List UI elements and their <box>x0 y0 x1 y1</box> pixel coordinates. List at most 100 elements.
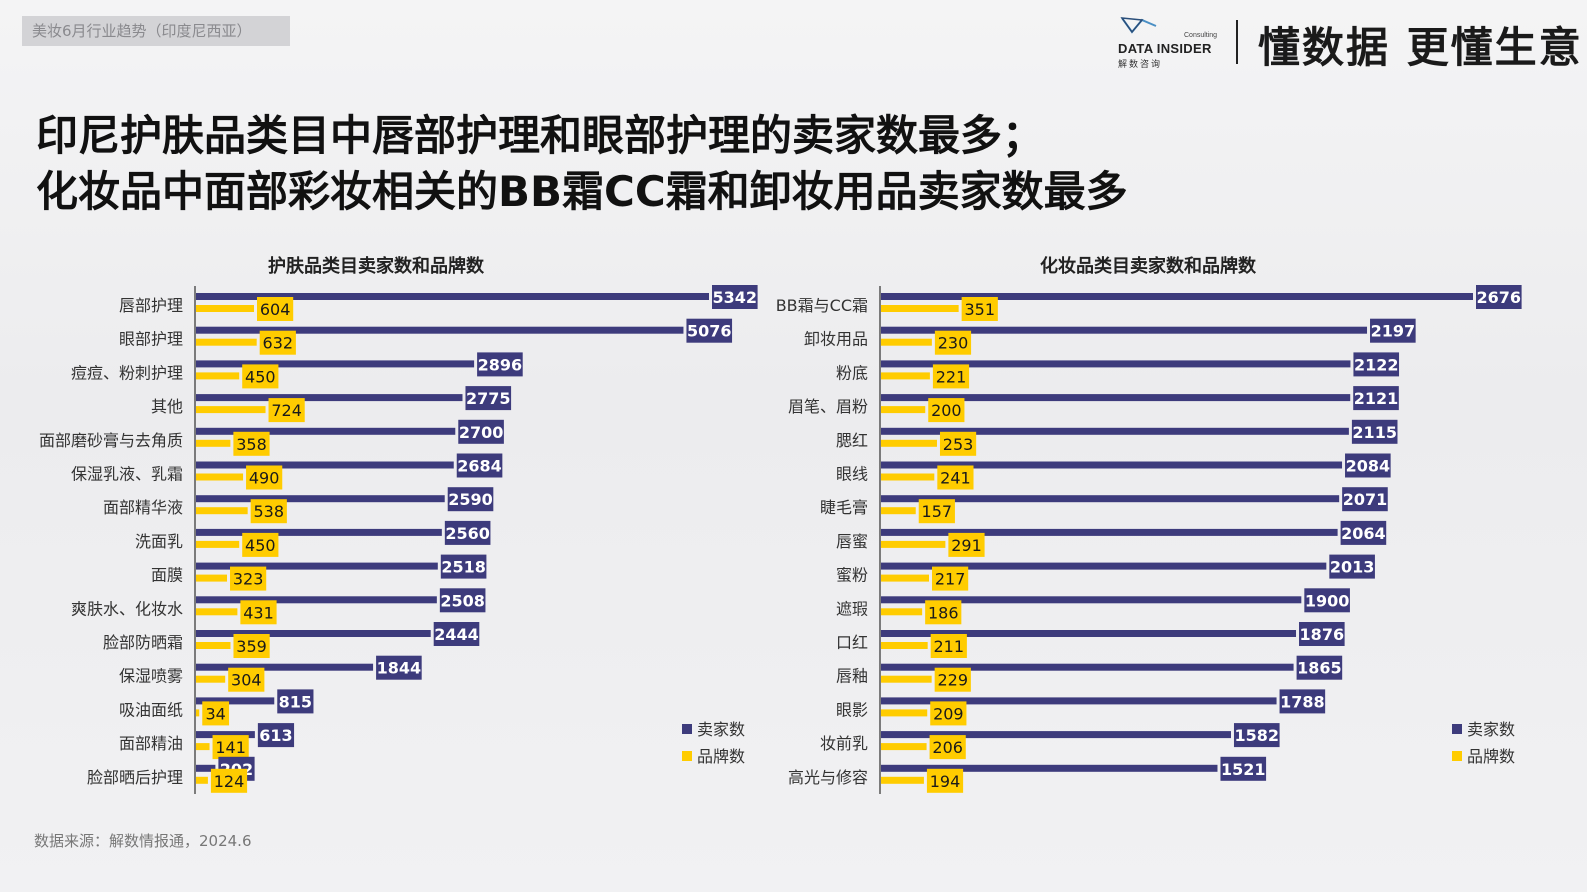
skincare-seller-bar <box>196 427 456 435</box>
makeup-brand-label-box <box>926 768 964 793</box>
makeup-seller-label-box <box>1233 723 1280 748</box>
skincare-brand-value-label: 304 <box>231 671 262 690</box>
skincare-chart: 唇部护理 5342 604 眼部护理 5076 632 痘痘、粉刺护理 2896 450 其他 27… <box>39 285 758 794</box>
makeup-seller-label-box <box>1353 386 1399 411</box>
skincare-category-label: 吸油面纸 <box>119 700 183 719</box>
skincare-seller-value-label: 2518 <box>441 558 486 577</box>
page-title-line1: 印尼护肤品类目中唇部护理和眼部护理的卖家数最多； <box>36 111 1045 160</box>
makeup-category-label: 眉笔、眉粉 <box>788 397 868 416</box>
makeup-seller-label-box <box>1351 419 1398 444</box>
skincare-seller-label-box <box>257 723 295 748</box>
makeup-brand-bar <box>881 642 928 649</box>
makeup-seller-bar <box>881 394 1351 402</box>
makeup-brand-bar <box>881 743 927 751</box>
makeup-brand-value-label: 230 <box>938 334 969 353</box>
skincare-seller-bar <box>196 630 431 637</box>
report-tag: 美妆6月行业趋势（印度尼西亚） <box>22 16 290 46</box>
skincare-seller-bar <box>196 495 445 503</box>
skincare-category-label: 唇部护理 <box>119 296 183 315</box>
makeup-brand-bar <box>881 406 926 414</box>
makeup-brand-bar <box>881 439 937 447</box>
skincare-category-label: 保湿乳液、乳霜 <box>71 465 183 484</box>
makeup-brand-bar <box>881 507 916 515</box>
skincare-seller-bar <box>196 596 437 604</box>
makeup-seller-value-label: 2121 <box>1354 389 1399 408</box>
skincare-category-label: 眼部护理 <box>119 330 183 349</box>
makeup-brand-value-label: 291 <box>951 536 982 555</box>
skincare-legend-brands-swatch <box>682 751 692 761</box>
skincare-category-label: 面部磨砂膏与去角质 <box>39 431 183 450</box>
makeup-seller-value-label: 2084 <box>1346 457 1391 476</box>
skincare-seller-label-box <box>712 285 758 309</box>
skincare-brand-value-label: 323 <box>233 570 264 589</box>
skincare-brand-label-box <box>242 532 279 557</box>
makeup-brand-bar <box>881 473 935 481</box>
makeup-brand-label-box <box>928 398 965 423</box>
skincare-seller-value-label: 2896 <box>478 355 523 374</box>
skincare-seller-label-box <box>686 318 733 343</box>
makeup-chart: BB霜与CC霜 2676 351 卸妆用品 2197 230 粉底 2122 221 眉笔、眉粉 2… <box>776 285 1522 794</box>
makeup-brand-value-label: 217 <box>935 570 966 589</box>
skincare-brand-value-label: 431 <box>243 603 274 622</box>
skincare-seller-value-label: 2508 <box>440 591 485 610</box>
makeup-seller-value-label: 1582 <box>1235 726 1280 745</box>
makeup-seller-label-box <box>1345 453 1391 478</box>
makeup-seller-bar <box>881 596 1302 604</box>
logo-sub: 解数咨询 <box>1118 60 1163 70</box>
skincare-brand-bar <box>196 776 208 784</box>
makeup-legend-sellers-swatch <box>1452 724 1462 734</box>
skincare-seller-bar <box>196 461 454 469</box>
makeup-seller-bar <box>881 495 1340 503</box>
makeup-category-label: 卸妆用品 <box>804 330 868 349</box>
skincare-seller-bar <box>196 528 442 536</box>
skincare-brand-label-box <box>240 600 277 625</box>
makeup-seller-label-box <box>1370 318 1416 343</box>
page-title: 印尼护肤品类目中唇部护理和眼部护理的卖家数最多； 化妆品中面部彩妆相关的BB霜C… <box>36 108 1128 220</box>
skincare-brand-bar <box>196 574 228 582</box>
skincare-brand-value-label: 359 <box>236 637 267 656</box>
makeup-category-label: 蜜粉 <box>836 566 868 585</box>
skincare-seller-value-label: 2775 <box>466 389 511 408</box>
makeup-category-label: 粉底 <box>836 363 868 382</box>
skincare-brand-value-label: 632 <box>263 334 294 353</box>
makeup-seller-label-box <box>1329 554 1375 579</box>
skincare-seller-value-label: 2700 <box>459 423 504 442</box>
skincare-seller-value-label: 2560 <box>445 524 490 543</box>
makeup-brand-label-box <box>929 735 966 760</box>
makeup-seller-value-label: 1900 <box>1305 591 1350 610</box>
skincare-brand-value-label: 358 <box>236 435 267 454</box>
skincare-brand-bar <box>196 743 210 751</box>
makeup-seller-label-box <box>1476 285 1522 309</box>
makeup-seller-value-label: 1521 <box>1221 760 1266 779</box>
logo-mark-icon <box>1120 17 1157 34</box>
makeup-brand-bar <box>881 709 928 717</box>
makeup-seller-value-label: 2071 <box>1343 490 1388 509</box>
skincare-category-label: 痘痘、粉刺护理 <box>71 363 183 382</box>
skincare-brand-value-label: 724 <box>271 401 302 420</box>
makeup-brand-value-label: 194 <box>930 772 961 791</box>
makeup-brand-value-label: 221 <box>936 367 967 386</box>
skincare-brand-label-box <box>210 768 248 793</box>
skincare-brand-bar <box>196 473 244 481</box>
makeup-seller-label-box <box>1220 756 1267 781</box>
skincare-seller-bar <box>196 360 475 368</box>
makeup-seller-bar <box>881 697 1277 705</box>
skincare-seller-bar <box>196 697 275 705</box>
skincare-brand-value-label: 124 <box>214 772 245 791</box>
makeup-category-label: 睫毛膏 <box>820 498 868 517</box>
makeup-seller-label-box <box>1340 520 1387 545</box>
makeup-brand-value-label: 229 <box>937 671 968 690</box>
skincare-seller-label-box <box>447 487 494 512</box>
skincare-seller-bar <box>196 394 463 402</box>
skincare-seller-value-label: 613 <box>259 726 292 745</box>
skincare-seller-label-box <box>433 622 480 646</box>
makeup-brand-value-label: 211 <box>934 637 965 656</box>
makeup-seller-label-box <box>1279 689 1326 714</box>
skincare-brand-value-label: 604 <box>260 300 291 319</box>
makeup-brand-label-box <box>930 701 967 726</box>
makeup-brand-label-box <box>930 634 967 658</box>
skincare-brand-label-box <box>202 701 230 726</box>
makeup-category-label: 眼线 <box>836 465 868 484</box>
makeup-legend-sellers-label: 卖家数 <box>1467 720 1515 739</box>
skincare-seller-value-label: 1844 <box>377 659 422 678</box>
